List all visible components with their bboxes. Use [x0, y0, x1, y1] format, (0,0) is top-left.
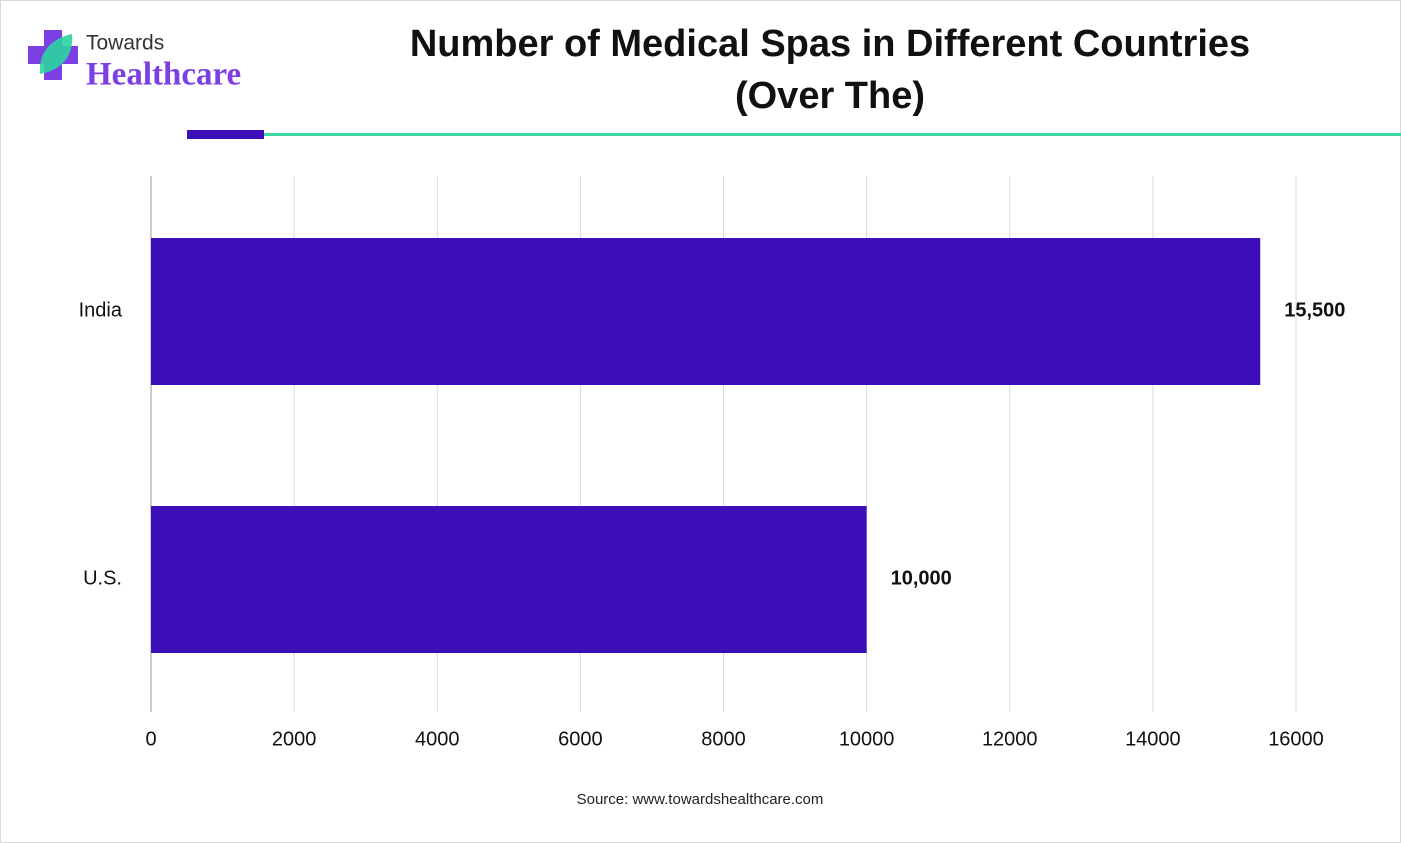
logo: Towards Healthcare	[28, 30, 241, 93]
logo-text: Towards	[86, 32, 164, 55]
value-label: 10,000	[891, 567, 952, 589]
x-tick-label: 10000	[839, 728, 895, 750]
x-tick-label: 2000	[272, 728, 317, 750]
value-label: 15,500	[1284, 299, 1345, 321]
header-rule	[264, 133, 1401, 136]
x-tick-label: 4000	[415, 728, 460, 750]
x-tick-label: 12000	[982, 728, 1038, 750]
bar	[151, 506, 867, 653]
logo-leaf	[39, 34, 73, 74]
x-tick-label: 14000	[1125, 728, 1181, 750]
y-tick-label: India	[79, 299, 123, 321]
x-tick-label: 6000	[558, 728, 603, 750]
y-tick-label: U.S.	[83, 567, 122, 589]
source: Source: www.towardshealthcare.com	[577, 791, 824, 808]
x-tick-label: 0	[145, 728, 156, 750]
chart-title: Number of Medical Spas in Different Coun…	[409, 23, 1251, 117]
x-tick-label: 16000	[1268, 728, 1324, 750]
x-tick-label: 8000	[701, 728, 746, 750]
header-accent	[187, 130, 264, 139]
logo-text: Healthcare	[86, 57, 241, 93]
bar	[151, 238, 1261, 385]
